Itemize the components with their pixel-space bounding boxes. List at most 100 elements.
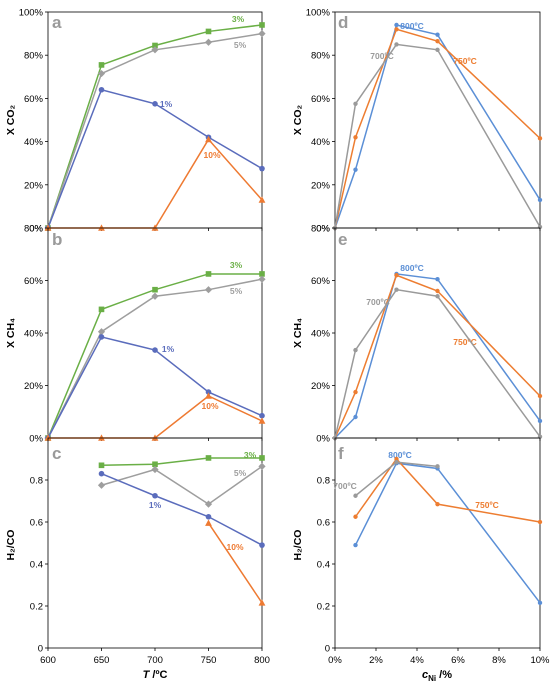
data-point-f-800ºC — [353, 542, 358, 548]
data-point-d-700ºC — [353, 101, 358, 107]
y-tick-label-f: 0.2 — [317, 602, 330, 613]
data-point-b-3% — [98, 306, 105, 313]
data-point-d-750ºC — [394, 27, 399, 32]
panel-letter-e: e — [338, 230, 347, 249]
panel-letter-b: b — [52, 230, 62, 249]
data-point-e-800ºC — [537, 418, 543, 424]
panel-b: 0% 20% 40% 60% 80% 3% 5% 1% 10% — [24, 224, 266, 445]
left-x-axis-label: T /ºC — [143, 669, 168, 681]
series-label-c-5%: 5% — [234, 468, 247, 478]
data-point-a-3% — [152, 42, 158, 49]
data-point-e-800ºC — [435, 276, 440, 282]
series-line-d-750ºC — [334, 28, 541, 229]
x-tick-label-c: 700 — [147, 655, 163, 666]
series-line-a-10% — [48, 138, 263, 229]
data-point-a-5% — [97, 69, 106, 78]
series-line-c-1% — [101, 473, 263, 546]
data-point-e-700ºC — [394, 287, 399, 292]
series-label-d-800ºC: 800ºC — [400, 21, 423, 31]
series-line-c-10% — [207, 522, 263, 604]
data-point-a-3% — [259, 22, 265, 28]
data-point-a-3% — [98, 62, 105, 68]
right-x-axis-label-italic: c — [422, 669, 428, 681]
right-x-axis-label-rest: /% — [436, 669, 452, 681]
data-point-e-800ºC — [353, 414, 358, 420]
series-line-c-3% — [101, 457, 262, 467]
y-tick-label-e: 80% — [311, 224, 331, 235]
data-point-b-1% — [98, 334, 105, 340]
left-x-axis-label-rest: /ºC — [149, 669, 167, 681]
x-tick-label-f: 8% — [492, 655, 506, 666]
data-point-c-1% — [98, 470, 105, 477]
data-point-a-1% — [98, 86, 105, 93]
data-point-b-1% — [205, 389, 212, 395]
data-point-f-700ºC — [435, 464, 440, 469]
data-point-b-10% — [258, 417, 266, 424]
data-point-f-750ºC — [537, 519, 543, 525]
y-tick-label-c: 0.6 — [30, 518, 43, 529]
y-tick-label-d: 0% — [316, 224, 330, 235]
data-point-c-5% — [258, 462, 266, 470]
x-tick-label-c: 600 — [40, 655, 56, 666]
data-point-e-750ºC — [353, 389, 358, 395]
data-point-f-750ºC — [394, 456, 399, 462]
x-tick-label-c: 750 — [201, 655, 217, 666]
y-tick-label-f: 0 — [325, 644, 330, 655]
y-tick-label-c: 0.8 — [30, 476, 43, 487]
data-point-c-3% — [205, 455, 212, 461]
data-point-f-750ºC — [353, 514, 358, 519]
series-label-c-1%: 1% — [149, 500, 162, 510]
x-tick-label-f: 4% — [410, 655, 424, 666]
series-label-e-700ºC: 700ºC — [366, 297, 389, 307]
right-x-axis-label-sub: Ni — [428, 674, 436, 683]
data-point-c-5% — [97, 481, 106, 489]
panel-frame-e — [334, 227, 541, 439]
data-point-b-10% — [98, 434, 105, 441]
panel-a: 0% 20% 40% 60% 80% 100% 3% 5% 1% 10% — [19, 8, 266, 235]
data-point-c-5% — [151, 465, 159, 474]
data-point-e-750ºC — [394, 273, 399, 278]
data-point-e-700ºC — [435, 294, 440, 299]
data-point-c-1% — [152, 492, 158, 499]
series-label-e-750ºC: 750ºC — [453, 337, 476, 347]
ylabel-e: X CH₄ — [292, 318, 304, 348]
data-point-a-1% — [259, 165, 265, 172]
ylabel-a: X CO₂ — [5, 105, 17, 136]
panel-letter-c: c — [52, 444, 61, 463]
data-point-b-5% — [97, 328, 106, 336]
data-point-a-10% — [258, 196, 266, 203]
x-tick-label-c: 800 — [254, 655, 270, 666]
data-point-b-3% — [205, 271, 212, 277]
series-label-a-10%: 10% — [203, 150, 220, 160]
series-line-a-3% — [47, 24, 263, 229]
y-tick-label-d: 20% — [311, 180, 331, 191]
y-tick-label-d: 40% — [311, 137, 331, 148]
y-tick-label-b: 0% — [29, 434, 43, 445]
y-tick-label-a: 0% — [29, 224, 43, 235]
series-label-d-700ºC: 700ºC — [370, 51, 393, 61]
data-point-c-5% — [204, 500, 213, 508]
ylabel-f: H₂/CO — [292, 530, 304, 561]
ylabel-c: H₂/CO — [5, 530, 17, 561]
panel-letter-f: f — [338, 444, 344, 463]
data-point-b-3% — [259, 271, 265, 277]
y-tick-label-f: 0.6 — [317, 518, 330, 529]
x-tick-label-f: 2% — [369, 655, 383, 666]
panel-letter-d: d — [338, 13, 348, 32]
y-tick-label-b: 20% — [24, 381, 44, 392]
data-point-a-5% — [151, 46, 159, 54]
y-tick-label-e: 40% — [311, 329, 331, 340]
series-label-f-700ºC: 700ºC — [333, 481, 356, 491]
data-point-c-3% — [259, 455, 265, 461]
data-point-f-800ºC — [537, 600, 543, 606]
series-label-b-1%: 1% — [162, 344, 175, 354]
data-point-d-800ºC — [537, 197, 543, 203]
y-tick-label-d: 60% — [311, 94, 331, 105]
series-line-d-800ºC — [334, 24, 541, 229]
x-tick-label-f: 0% — [328, 655, 342, 666]
y-tick-label-a: 100% — [19, 8, 44, 19]
data-point-d-750ºC — [537, 136, 543, 141]
series-label-b-5%: 5% — [230, 286, 243, 296]
data-point-c-1% — [259, 542, 265, 548]
